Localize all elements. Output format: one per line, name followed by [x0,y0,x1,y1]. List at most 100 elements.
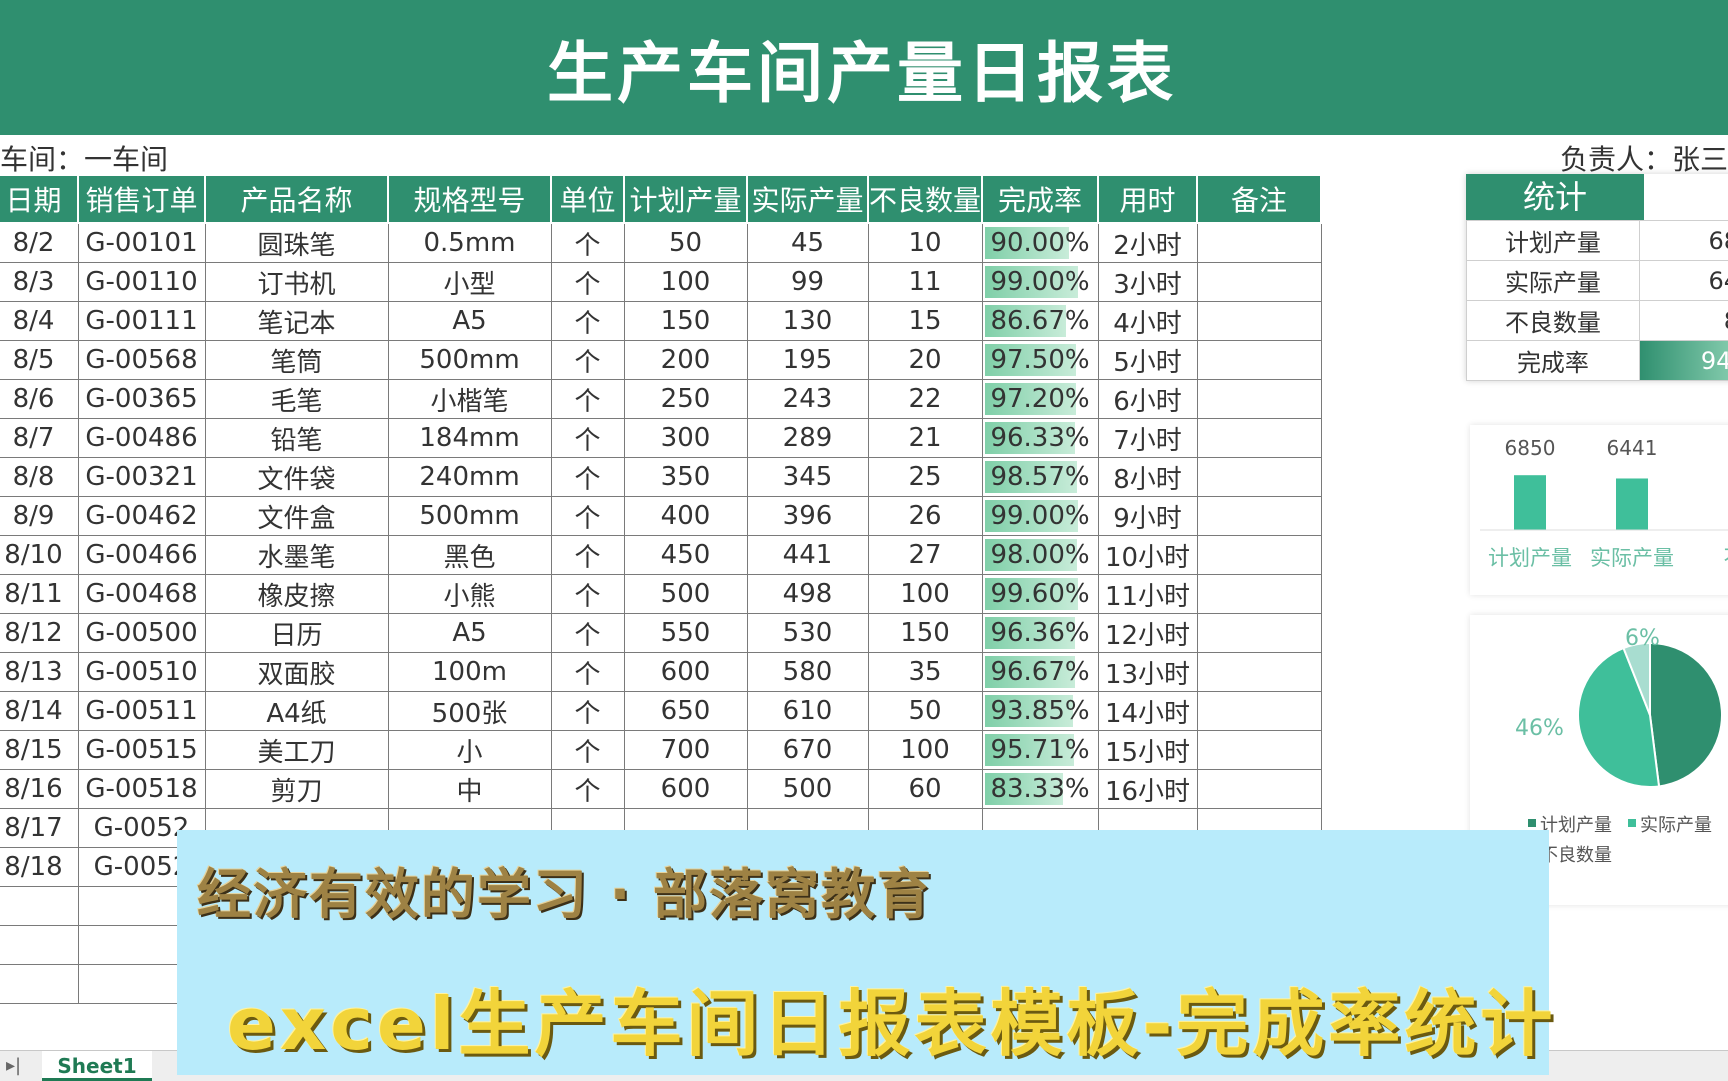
stats-key[interactable]: 完成率 [1467,341,1640,381]
table-cell[interactable]: 243 [747,380,868,419]
table-cell[interactable]: 350 [624,458,747,497]
table-cell[interactable]: 个 [551,692,624,731]
table-cell[interactable]: G-00568 [78,341,205,380]
table-cell[interactable]: 6小时 [1098,380,1197,419]
table-cell[interactable]: 订书机 [205,263,388,302]
table-cell[interactable]: 97.20% [982,380,1098,419]
table-cell[interactable]: 12小时 [1098,614,1197,653]
table-cell[interactable]: 650 [624,692,747,731]
table-cell[interactable]: 8/9 [0,497,78,536]
table-cell[interactable]: 60 [868,770,982,809]
table-cell[interactable]: 小型 [388,263,551,302]
table-cell[interactable]: 8/17 [0,809,78,848]
table-cell[interactable] [1197,223,1321,263]
table-cell[interactable]: 97.50% [982,341,1098,380]
table-cell[interactable] [1197,263,1321,302]
table-cell[interactable]: 600 [624,770,747,809]
table-cell[interactable]: 100 [624,263,747,302]
table-cell[interactable]: 日历 [205,614,388,653]
table-cell[interactable]: 10 [868,223,982,263]
stats-key[interactable]: 实际产量 [1467,261,1640,301]
table-cell[interactable] [1197,536,1321,575]
stats-value[interactable]: 68 [1639,221,1728,261]
table-cell[interactable]: 580 [747,653,868,692]
table-cell[interactable]: G-00468 [78,575,205,614]
table-cell[interactable]: 0.5mm [388,223,551,263]
table-cell[interactable]: 86.67% [982,302,1098,341]
table-cell[interactable]: 15 [868,302,982,341]
table-cell[interactable]: G-00462 [78,497,205,536]
table-cell[interactable]: A4纸 [205,692,388,731]
table-cell[interactable]: 98.00% [982,536,1098,575]
table-cell[interactable]: 5小时 [1098,341,1197,380]
table-cell[interactable]: 150 [868,614,982,653]
table-cell[interactable]: 8/2 [0,223,78,263]
table-cell[interactable]: 个 [551,380,624,419]
table-cell[interactable]: 289 [747,419,868,458]
table-cell[interactable]: 8/15 [0,731,78,770]
table-cell[interactable]: 个 [551,263,624,302]
table-cell[interactable]: 个 [551,223,624,263]
table-cell[interactable] [1197,497,1321,536]
table-cell[interactable]: 小 [388,731,551,770]
table-cell[interactable]: 14小时 [1098,692,1197,731]
table-cell[interactable]: 396 [747,497,868,536]
table-cell[interactable]: 圆珠笔 [205,223,388,263]
table-cell[interactable]: 50 [868,692,982,731]
table-cell[interactable]: 450 [624,536,747,575]
table-cell[interactable]: 21 [868,419,982,458]
table-cell[interactable]: 2小时 [1098,223,1197,263]
table-cell[interactable]: 文件袋 [205,458,388,497]
table-cell[interactable]: G-00101 [78,223,205,263]
table-cell[interactable]: 8/12 [0,614,78,653]
table-cell[interactable] [1197,770,1321,809]
table-cell[interactable]: 500张 [388,692,551,731]
table-cell[interactable]: 100 [868,575,982,614]
table-cell[interactable]: 345 [747,458,868,497]
table-cell[interactable]: 96.33% [982,419,1098,458]
table-cell[interactable]: 300 [624,419,747,458]
column-header[interactable]: 单位 [551,175,624,223]
table-cell[interactable]: 美工刀 [205,731,388,770]
table-cell[interactable]: 4小时 [1098,302,1197,341]
table-cell[interactable] [1197,458,1321,497]
table-cell[interactable]: 剪刀 [205,770,388,809]
table-cell[interactable] [1197,575,1321,614]
stats-value[interactable]: 64 [1639,261,1728,301]
table-cell[interactable]: G-00110 [78,263,205,302]
table-cell[interactable]: 个 [551,731,624,770]
table-cell[interactable]: 8/18 [0,848,78,887]
table-cell[interactable]: 45 [747,223,868,263]
table-cell[interactable]: 150 [624,302,747,341]
stats-key[interactable]: 不良数量 [1467,301,1640,341]
table-cell[interactable]: 400 [624,497,747,536]
table-cell[interactable]: 个 [551,458,624,497]
table-cell[interactable]: 8/3 [0,263,78,302]
table-cell[interactable]: 笔筒 [205,341,388,380]
table-cell[interactable]: 500mm [388,341,551,380]
table-cell[interactable]: 25 [868,458,982,497]
table-cell[interactable]: G-00321 [78,458,205,497]
table-cell[interactable]: 8/13 [0,653,78,692]
table-cell[interactable]: 8/16 [0,770,78,809]
table-cell[interactable]: 8小时 [1098,458,1197,497]
table-cell[interactable]: 250 [624,380,747,419]
table-cell[interactable]: 个 [551,770,624,809]
table-cell[interactable]: 笔记本 [205,302,388,341]
table-cell[interactable]: G-00500 [78,614,205,653]
table-cell[interactable]: 98.57% [982,458,1098,497]
table-cell[interactable]: 个 [551,341,624,380]
table-cell[interactable]: 99 [747,263,868,302]
stats-value[interactable]: 94. [1639,341,1728,381]
tab-sheet1[interactable]: Sheet1 [42,1051,152,1081]
table-cell[interactable]: 27 [868,536,982,575]
table-cell[interactable] [1197,302,1321,341]
table-cell[interactable]: 22 [868,380,982,419]
table-cell[interactable]: 498 [747,575,868,614]
table-cell[interactable]: 600 [624,653,747,692]
table-cell[interactable]: 700 [624,731,747,770]
table-cell[interactable]: G-00486 [78,419,205,458]
table-cell[interactable]: 11 [868,263,982,302]
table-cell[interactable] [0,965,78,1004]
column-header[interactable]: 产品名称 [205,175,388,223]
